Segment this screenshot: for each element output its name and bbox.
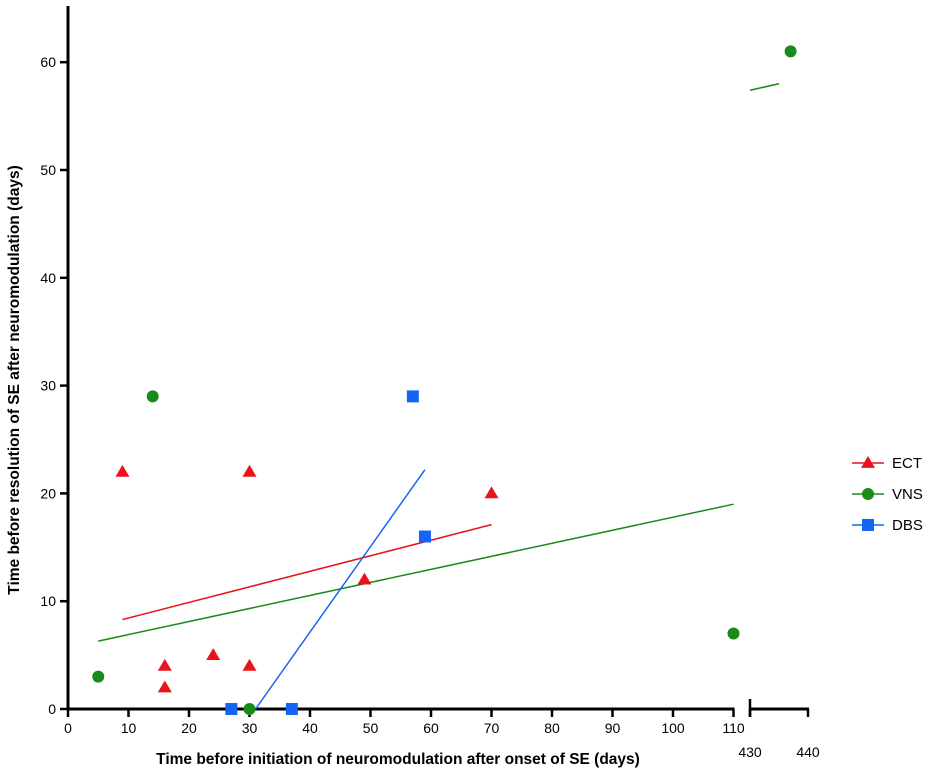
ect-fit-line [122,523,492,621]
y-tick-label: 40 [40,270,56,286]
y-axis-title: Time before resolution of SE after neuro… [6,165,23,594]
ect-point [242,464,257,477]
x-tick-label: 30 [242,720,258,736]
vns-fit-line-2 [749,83,780,91]
dbs-point [418,530,431,543]
x-tick-label: 440 [796,744,820,760]
x-tick-label: 20 [181,720,197,736]
x-tick-label: 430 [738,744,762,760]
vns-point [784,45,797,58]
dbs-point [225,703,238,715]
x-tick-label: 10 [121,720,137,736]
x-axis-title: Time before initiation of neuromodulatio… [156,751,640,768]
x-tick-label: 60 [423,720,439,736]
vns-point [727,627,740,640]
x-tick-label: 50 [363,720,379,736]
ect-point [206,648,221,660]
ect-legend-marker [861,456,875,468]
y-tick-label: 20 [40,485,56,501]
x-tick-label: 40 [302,720,318,736]
ect-legend-label: ECT [892,455,922,472]
vns-point [243,703,256,715]
dbs-point [285,703,298,715]
ect-point [242,658,257,671]
dbs-point [406,390,419,403]
x-tick-label: 100 [661,720,685,736]
legend: ECT VNS DBS [852,455,923,534]
dbs-legend-marker [862,519,874,531]
ect-point [157,680,172,693]
regression-lines [98,83,780,710]
y-tick-label: 30 [40,378,56,394]
x-tick-label: 0 [64,720,72,736]
ect-point [357,572,372,585]
ect-point [115,464,130,477]
axes: 0 10 20 30 40 50 60 0 10 20 30 40 50 60 70 80 90 100 110 43… [40,6,820,760]
x-tick-label: 90 [605,720,621,736]
y-tick-label: 50 [40,162,56,178]
y-tick-label: 60 [40,54,56,70]
vns-point [146,390,159,403]
y-tick-label: 0 [48,701,56,717]
dbs-fit-line [254,469,426,710]
dbs-legend-label: DBS [892,517,923,534]
x-tick-label: 110 [722,720,745,736]
vns-legend-label: VNS [892,486,923,503]
ect-point [157,658,172,671]
vns-point [92,670,105,683]
x-tick-label: 70 [484,720,500,736]
data-points [92,45,797,715]
vns-legend-marker [862,488,874,500]
y-tick-label: 10 [40,593,56,609]
ect-point [484,486,499,499]
x-tick-label: 80 [544,720,560,736]
vns-fit-line [98,503,734,642]
